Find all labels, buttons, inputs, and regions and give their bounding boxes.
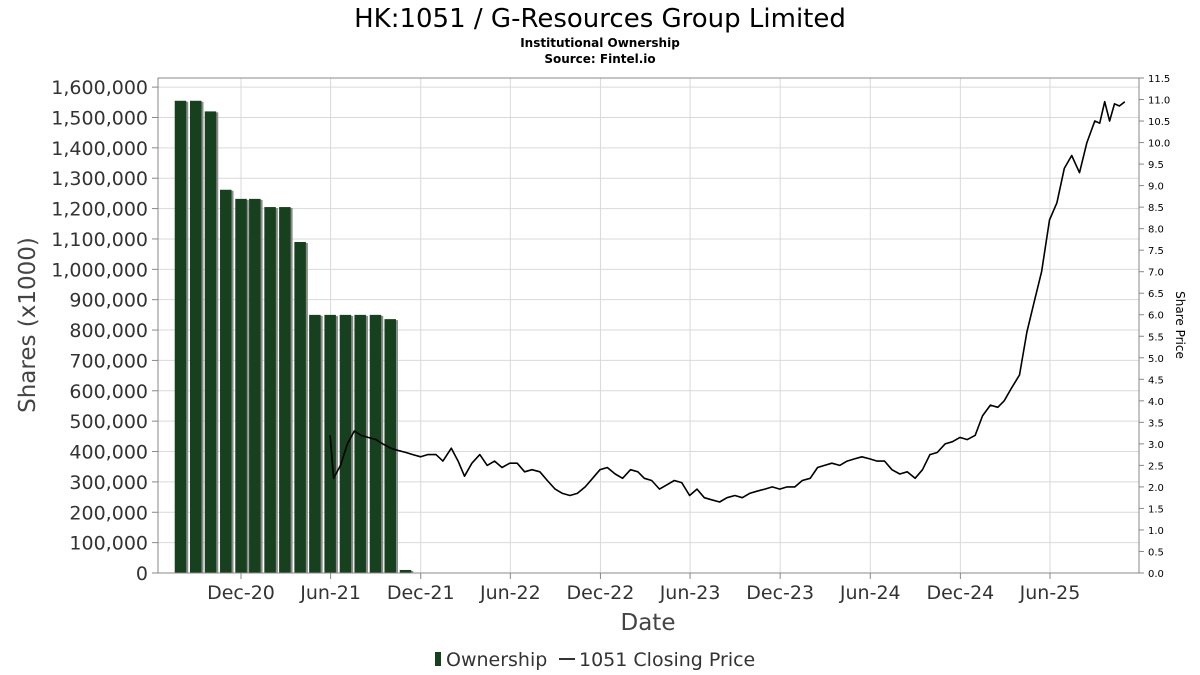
ownership-bar [354,314,366,573]
ownership-bar [294,241,306,573]
ownership-bar [174,100,187,574]
price-line-group [329,100,1126,503]
ownership-bar [369,314,382,573]
ownership-bar [264,207,276,573]
y-tick-label: 100,000 [69,533,148,555]
ownership-bar [235,198,247,573]
plot-area-frame [157,77,1140,574]
left-axis-ticks: 0 100,000 200,000 300,000 400,000 500,000 600,… [51,77,158,585]
y-tick-label: 1,600,000 [51,77,148,99]
x-axis-ticks: Dec-20 Jun-21 Dec-21 Jun-22 Dec-22 Jun-23 Dec-… [207,573,1080,604]
ownership-bar [249,198,261,573]
chart-subtitle-ownership: Institutional Ownership [520,36,680,50]
y2-tick-label: 9.5 [1148,160,1164,171]
y-tick-label: 500,000 [69,411,148,433]
y-tick-label: 700,000 [69,350,148,372]
y-tick-label: 400,000 [69,442,148,464]
x-tick-label: Jun-24 [839,582,901,604]
ownership-bar [399,569,412,573]
x-tick-label: Jun-23 [659,582,721,604]
y-tick-label: 0 [136,563,148,585]
chart-subtitle-source: Source: Fintel.io [544,52,655,66]
y2-tick-label: 8.0 [1148,225,1164,236]
y2-tick-label: 11.5 [1148,74,1170,85]
legend: Ownership 1051 Closing Price [435,649,755,671]
ownership-bar [204,111,217,573]
x-tick-label: Dec-24 [926,582,994,604]
chart-title: HK:1051 / G-Resources Group Limited [354,4,846,34]
y2-tick-label: 8.5 [1148,203,1164,214]
ownership-bar [220,189,232,573]
y-tick-label: 1,400,000 [51,138,148,160]
y2-tick-label: 1.0 [1148,526,1164,537]
y2-tick-label: 0.0 [1148,569,1164,580]
y2-tick-label: 5.5 [1148,332,1164,343]
legend-price-label: 1051 Closing Price [579,649,755,671]
y2-tick-label: 11.0 [1148,96,1170,107]
y-tick-label: 1,500,000 [51,107,148,129]
y2-tick-label: 5.0 [1148,354,1164,365]
legend-ownership-label: Ownership [446,649,547,671]
right-axis-ticks: 0.0 0.5 1.0 1.5 2.0 2.5 3.0 3.5 4.0 4.5 5.0 5.5 6.0 6… [1139,74,1170,580]
y2-tick-label: 3.0 [1148,440,1164,451]
x-tick-label: Dec-22 [567,582,635,604]
x-tick-label: Dec-23 [746,582,814,604]
ownership-bar [189,100,202,574]
y2-tick-label: 3.5 [1148,418,1164,429]
x-tick-label: Jun-22 [479,582,541,604]
y-tick-label: 600,000 [69,381,148,403]
y-tick-label: 1,200,000 [51,199,148,221]
y2-tick-label: 2.0 [1148,483,1164,494]
y2-tick-label: 6.0 [1148,311,1164,322]
price-line [329,100,1126,503]
y-tick-label: 800,000 [69,320,148,342]
ownership-bars [174,100,414,574]
y2-tick-label: 10.5 [1148,117,1170,128]
y2-tick-label: 0.5 [1148,547,1164,558]
x-tick-label: Jun-25 [1019,582,1081,604]
x-tick-label: Dec-21 [387,582,455,604]
y-tick-label: 300,000 [69,472,148,494]
y2-tick-label: 9.0 [1148,182,1164,193]
y2-tick-label: 2.5 [1148,461,1164,472]
y-tick-label: 900,000 [69,290,148,312]
y2-axis-title: Share Price [1173,291,1187,359]
ownership-bar [339,314,352,573]
y2-tick-label: 1.5 [1148,504,1164,515]
y2-tick-label: 10.0 [1148,139,1170,150]
x-axis-title: Date [621,610,676,636]
ownership-bar [309,314,321,573]
y-tick-label: 1,300,000 [51,168,148,190]
ownership-bar [279,207,291,573]
y-tick-label: 1,000,000 [51,259,148,281]
y2-tick-label: 6.5 [1148,289,1164,300]
legend-ownership-swatch [435,652,441,666]
ownership-bar [384,319,396,573]
y-axis-title: Shares (x1000) [15,237,41,413]
y2-tick-label: 7.0 [1148,268,1164,279]
y2-tick-label: 4.0 [1148,397,1164,408]
x-tick-label: Dec-20 [207,582,275,604]
y2-tick-label: 4.5 [1148,375,1164,386]
y-tick-label: 200,000 [69,502,148,524]
x-tick-label: Jun-21 [299,582,361,604]
y2-tick-label: 7.5 [1148,246,1164,257]
y-tick-label: 1,100,000 [51,229,148,251]
